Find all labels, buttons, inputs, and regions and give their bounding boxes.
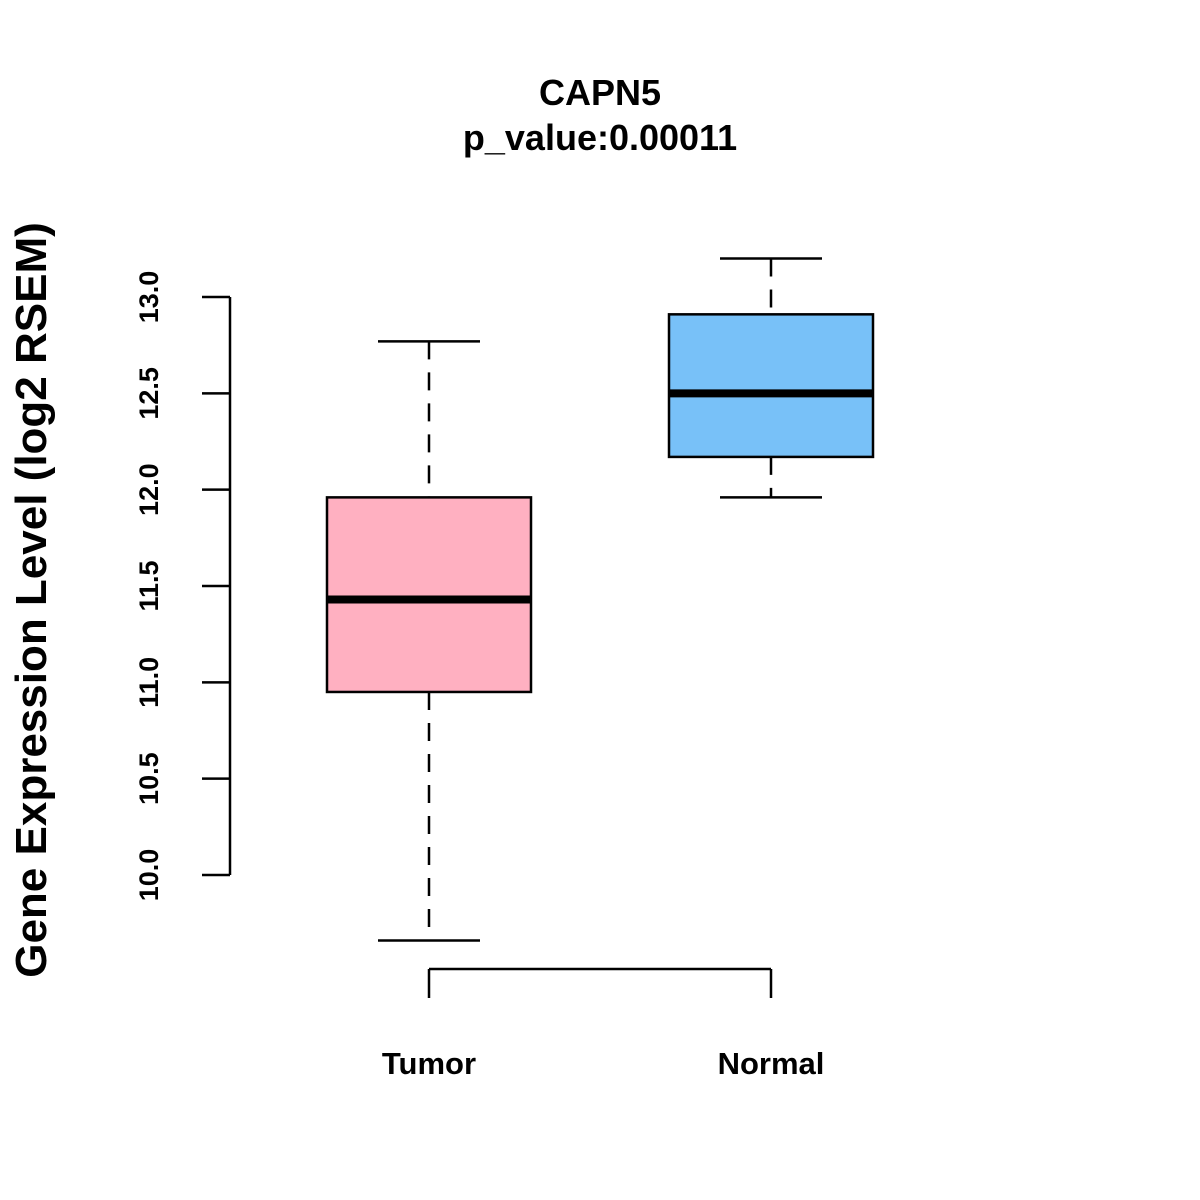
x-tick-label-tumor: Tumor bbox=[382, 1046, 476, 1081]
chart-title: CAPN5 bbox=[539, 72, 661, 113]
box-normal bbox=[667, 257, 875, 499]
y-tick-label: 10.0 bbox=[134, 849, 164, 902]
x-axis: Tumor Normal bbox=[382, 967, 825, 1081]
y-tick-label: 10.5 bbox=[134, 752, 164, 805]
y-tick-label: 11.5 bbox=[134, 560, 164, 611]
y-axis-label: Gene Expression Level (log2 RSEM) bbox=[7, 222, 56, 978]
iqr-box bbox=[325, 496, 533, 694]
chart-subtitle: p_value:0.00011 bbox=[463, 117, 737, 158]
y-tick-label: 12.5 bbox=[134, 367, 164, 420]
box-series bbox=[325, 257, 875, 942]
y-tick-label: 13.0 bbox=[134, 271, 164, 324]
iqr-box bbox=[667, 313, 875, 459]
y-axis: 10.0 10.5 11.0 11.5 12.0 12.5 13.0 bbox=[134, 271, 232, 902]
y-tick-label: 11.0 bbox=[134, 657, 164, 708]
x-tick-label-normal: Normal bbox=[718, 1046, 825, 1081]
box-tumor bbox=[325, 340, 533, 942]
y-tick-label: 12.0 bbox=[134, 463, 164, 516]
